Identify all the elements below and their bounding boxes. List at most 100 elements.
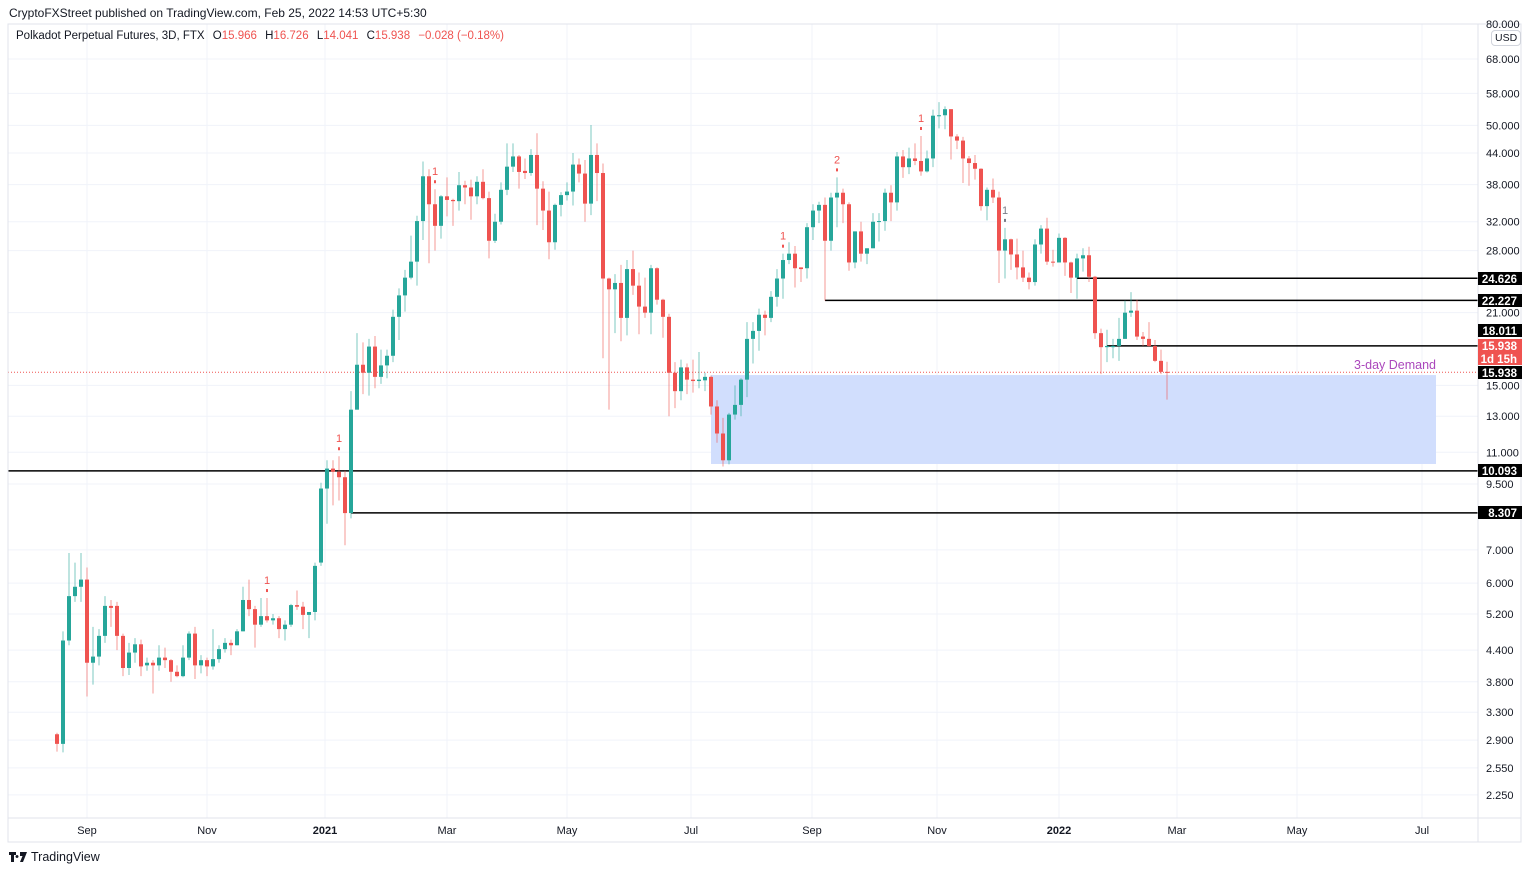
candle-body bbox=[871, 221, 875, 249]
level-price-label: 8.307 bbox=[1478, 506, 1522, 520]
candle-body bbox=[1057, 237, 1061, 263]
candle bbox=[313, 562, 317, 621]
y-tick-label: 2.550 bbox=[1486, 763, 1514, 775]
candle-body bbox=[1063, 237, 1067, 263]
tradingview-logo[interactable]: TradingView bbox=[9, 850, 100, 864]
level-lines bbox=[8, 277, 1478, 514]
candle bbox=[913, 143, 917, 166]
candle bbox=[121, 633, 125, 677]
candle bbox=[775, 269, 779, 307]
candle-body bbox=[97, 635, 101, 657]
candle bbox=[127, 642, 131, 676]
candle-body bbox=[985, 189, 989, 207]
candle bbox=[1165, 361, 1169, 400]
candle-body bbox=[877, 221, 881, 223]
y-tick-label: 38.000 bbox=[1486, 180, 1520, 192]
candle bbox=[1057, 233, 1061, 263]
candle bbox=[643, 277, 647, 318]
candle bbox=[613, 274, 617, 334]
signal-marker: 1 bbox=[1002, 205, 1008, 217]
low-value: 14.041 bbox=[323, 30, 359, 42]
candle bbox=[463, 180, 467, 205]
x-tick-label: Jul bbox=[684, 825, 698, 837]
candle-body bbox=[565, 191, 569, 196]
candle-body bbox=[319, 488, 323, 563]
candle bbox=[625, 260, 629, 336]
y-tick-label: 28.000 bbox=[1486, 246, 1520, 258]
candle-body bbox=[883, 192, 887, 222]
candle-body bbox=[817, 204, 821, 211]
candle-body bbox=[709, 376, 713, 407]
candle bbox=[325, 460, 329, 524]
candle-body bbox=[793, 253, 797, 269]
candle-body bbox=[685, 367, 689, 380]
candle bbox=[535, 133, 539, 226]
candle-body bbox=[853, 231, 857, 263]
candle bbox=[571, 152, 575, 206]
candle bbox=[145, 657, 149, 671]
y-tick-label: 68.000 bbox=[1486, 54, 1520, 66]
candle bbox=[829, 192, 833, 251]
candle bbox=[745, 322, 749, 398]
candle-body bbox=[175, 671, 179, 677]
candle bbox=[1051, 249, 1055, 267]
candle-body bbox=[205, 660, 209, 667]
candle bbox=[1021, 250, 1025, 283]
candle-body bbox=[397, 295, 401, 317]
y-tick-label: 2.250 bbox=[1486, 790, 1514, 802]
candle bbox=[763, 310, 767, 336]
candle-body bbox=[445, 196, 449, 200]
candle bbox=[841, 188, 845, 224]
countdown-label-bg bbox=[1478, 339, 1522, 365]
candle-body bbox=[937, 115, 941, 117]
candle bbox=[193, 626, 197, 679]
candle-body bbox=[331, 468, 335, 472]
candle-body bbox=[529, 154, 533, 174]
y-tick-label: 2.900 bbox=[1486, 735, 1514, 747]
candle bbox=[367, 338, 371, 396]
candle-body bbox=[757, 314, 761, 331]
candle bbox=[319, 482, 323, 566]
level-price-label: 10.093 bbox=[1478, 464, 1522, 478]
candle-body bbox=[673, 372, 677, 392]
level-price-label-text: 8.307 bbox=[1488, 508, 1517, 520]
symbol-name[interactable]: Polkadot Perpetual Futures, 3D, FTX bbox=[16, 30, 205, 42]
candle bbox=[55, 732, 59, 752]
candle bbox=[697, 352, 701, 389]
candle-body bbox=[259, 616, 263, 625]
candle-body bbox=[73, 586, 77, 597]
candle-body bbox=[925, 158, 929, 172]
candle bbox=[1123, 300, 1127, 339]
candle-body bbox=[691, 379, 695, 382]
candle bbox=[739, 378, 743, 417]
candle-body bbox=[805, 227, 809, 269]
candle-body bbox=[343, 477, 347, 514]
candle bbox=[901, 150, 905, 178]
candle-body bbox=[211, 659, 215, 667]
candle bbox=[379, 349, 383, 384]
symbol-legend: Polkadot Perpetual Futures, 3D, FTX O15.… bbox=[16, 30, 504, 42]
candle-body bbox=[199, 660, 203, 666]
candle-body bbox=[427, 176, 431, 205]
candle-body bbox=[511, 156, 515, 167]
candle bbox=[295, 590, 299, 610]
demand-zone-label: 3-day Demand bbox=[1354, 358, 1436, 372]
tradingview-logo-icon bbox=[9, 852, 27, 862]
candle-body bbox=[421, 176, 425, 222]
candle-body bbox=[943, 109, 947, 116]
currency-badge[interactable]: USD bbox=[1491, 30, 1522, 46]
candle-body bbox=[505, 166, 509, 190]
candle bbox=[655, 267, 659, 305]
candle-body bbox=[553, 204, 557, 243]
candle-body bbox=[115, 605, 119, 636]
candle bbox=[307, 611, 311, 639]
candle-body bbox=[481, 181, 485, 199]
candle bbox=[769, 291, 773, 323]
signal-marker: 1 bbox=[780, 231, 786, 243]
candle-body bbox=[457, 185, 461, 202]
candle bbox=[715, 400, 719, 443]
candle-body bbox=[439, 196, 443, 226]
candle-body bbox=[337, 471, 341, 478]
